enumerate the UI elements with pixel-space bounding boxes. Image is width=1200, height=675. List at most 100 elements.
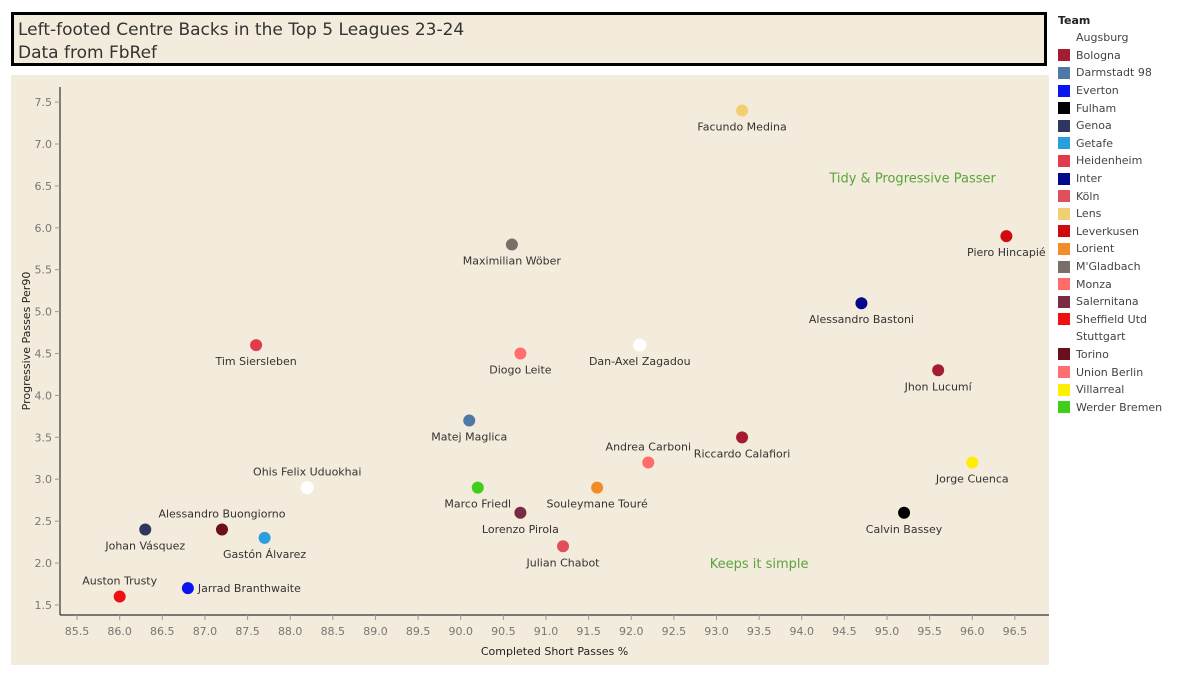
legend: Team Augsburg Bologna Darmstadt 98 Everton F… <box>1058 12 1198 416</box>
x-axis-title: Completed Short Passes % <box>481 645 628 658</box>
legend-swatch <box>1058 31 1070 44</box>
legend-label: Torino <box>1076 347 1109 361</box>
x-tick-label: 92.5 <box>662 625 687 638</box>
legend-item[interactable]: Inter <box>1058 170 1198 188</box>
data-point[interactable] <box>633 338 647 352</box>
legend-item[interactable]: Salernitana <box>1058 293 1198 311</box>
legend-label: Salernitana <box>1076 295 1139 309</box>
data-point[interactable] <box>471 481 484 494</box>
legend-item[interactable]: Lens <box>1058 205 1198 223</box>
point-label: Marco Friedl <box>444 498 511 511</box>
y-tick-label: 3.5 <box>35 431 53 444</box>
data-point[interactable] <box>642 456 655 469</box>
point-label: Julian Chabot <box>526 556 601 569</box>
x-tick-label: 87.5 <box>235 625 260 638</box>
legend-label: Darmstadt 98 <box>1076 66 1152 80</box>
legend-item[interactable]: Darmstadt 98 <box>1058 64 1198 82</box>
legend-item[interactable]: Stuttgart <box>1058 328 1198 346</box>
data-point[interactable] <box>1000 230 1013 243</box>
legend-swatch <box>1058 207 1070 220</box>
y-tick-label: 2.0 <box>35 557 53 570</box>
legend-item[interactable]: Monza <box>1058 275 1198 293</box>
legend-item[interactable]: Bologna <box>1058 47 1198 65</box>
point-label: Facundo Medina <box>697 120 786 133</box>
legend-item[interactable]: Sheffield Utd <box>1058 311 1198 329</box>
legend-label: Sheffield Utd <box>1076 312 1148 326</box>
x-tick-label: 87.0 <box>193 625 218 638</box>
legend-swatch <box>1058 102 1070 115</box>
data-point[interactable] <box>258 531 271 544</box>
y-tick-label: 7.0 <box>35 138 53 151</box>
data-point[interactable] <box>557 540 570 553</box>
point-label: Calvin Bassey <box>866 523 943 536</box>
y-tick-label: 6.5 <box>35 180 53 193</box>
data-point[interactable] <box>514 347 527 360</box>
point-label: Tim Siersleben <box>214 355 296 368</box>
legend-swatch <box>1058 225 1070 238</box>
data-point[interactable] <box>250 339 263 352</box>
data-point[interactable] <box>591 481 604 494</box>
data-point[interactable] <box>898 506 911 519</box>
point-label: Riccardo Calafiori <box>694 447 791 460</box>
data-point[interactable] <box>736 431 749 444</box>
data-point[interactable] <box>300 481 314 495</box>
y-tick-label: 2.5 <box>35 515 53 528</box>
legend-item[interactable]: Torino <box>1058 346 1198 364</box>
x-tick-label: 86.0 <box>107 625 132 638</box>
legend-label: Genoa <box>1076 119 1112 133</box>
legend-label: Lorient <box>1076 242 1115 256</box>
legend-item[interactable]: Getafe <box>1058 135 1198 153</box>
data-point[interactable] <box>139 523 152 536</box>
data-point[interactable] <box>932 364 945 377</box>
legend-item[interactable]: Heidenheim <box>1058 152 1198 170</box>
legend-item[interactable]: M'Gladbach <box>1058 258 1198 276</box>
data-point[interactable] <box>113 590 126 603</box>
y-axis-title: Progressive Passes Per90 <box>20 272 33 411</box>
data-point[interactable] <box>736 104 749 117</box>
legend-swatch <box>1058 330 1070 343</box>
legend-title: Team <box>1058 14 1091 27</box>
legend-label: Augsburg <box>1076 31 1129 45</box>
data-point[interactable] <box>514 506 527 519</box>
data-point[interactable] <box>855 297 868 310</box>
point-label: Jorge Cuenca <box>935 472 1009 485</box>
legend-item[interactable]: Everton <box>1058 82 1198 100</box>
legend-item[interactable]: Augsburg <box>1058 29 1198 47</box>
data-point[interactable] <box>966 456 979 469</box>
legend-label: Monza <box>1076 277 1112 291</box>
y-tick-label: 6.0 <box>35 222 53 235</box>
data-point[interactable] <box>463 414 476 427</box>
legend-swatch <box>1058 137 1070 150</box>
legend-item[interactable]: Werder Bremen <box>1058 398 1198 416</box>
data-point[interactable] <box>181 582 194 595</box>
legend-item[interactable]: Villarreal <box>1058 381 1198 399</box>
legend-item[interactable]: Genoa <box>1058 117 1198 135</box>
x-tick-label: 91.0 <box>534 625 559 638</box>
chart-title-box: Left-footed Centre Backs in the Top 5 Le… <box>11 12 1047 66</box>
x-tick-label: 90.5 <box>491 625 516 638</box>
legend-item[interactable]: Köln <box>1058 187 1198 205</box>
legend-item[interactable]: Fulham <box>1058 99 1198 117</box>
legend-swatch <box>1058 383 1070 396</box>
legend-item[interactable]: Lorient <box>1058 240 1198 258</box>
x-tick-label: 96.5 <box>1003 625 1028 638</box>
legend-item[interactable]: Union Berlin <box>1058 363 1198 381</box>
data-point[interactable] <box>215 523 228 536</box>
y-tick-label: 5.5 <box>35 264 53 277</box>
legend-label: Lens <box>1076 207 1102 221</box>
point-label: Andrea Carboni <box>606 440 691 453</box>
legend-label: Fulham <box>1076 101 1117 115</box>
point-label: Diogo Leite <box>489 364 552 377</box>
legend-label: Union Berlin <box>1076 365 1144 379</box>
y-tick-label: 4.0 <box>35 389 53 402</box>
quadrant-annotation: Tidy & Progressive Passer <box>828 172 996 187</box>
point-label: Johan Vásquez <box>104 540 185 553</box>
legend-label: Werder Bremen <box>1076 400 1163 414</box>
legend-label: Getafe <box>1076 136 1113 150</box>
y-tick-label: 3.0 <box>35 473 53 486</box>
data-point[interactable] <box>505 238 518 251</box>
x-tick-label: 89.5 <box>406 625 431 638</box>
legend-item[interactable]: Leverkusen <box>1058 223 1198 241</box>
chart-title: Left-footed Centre Backs in the Top 5 Le… <box>18 20 465 40</box>
